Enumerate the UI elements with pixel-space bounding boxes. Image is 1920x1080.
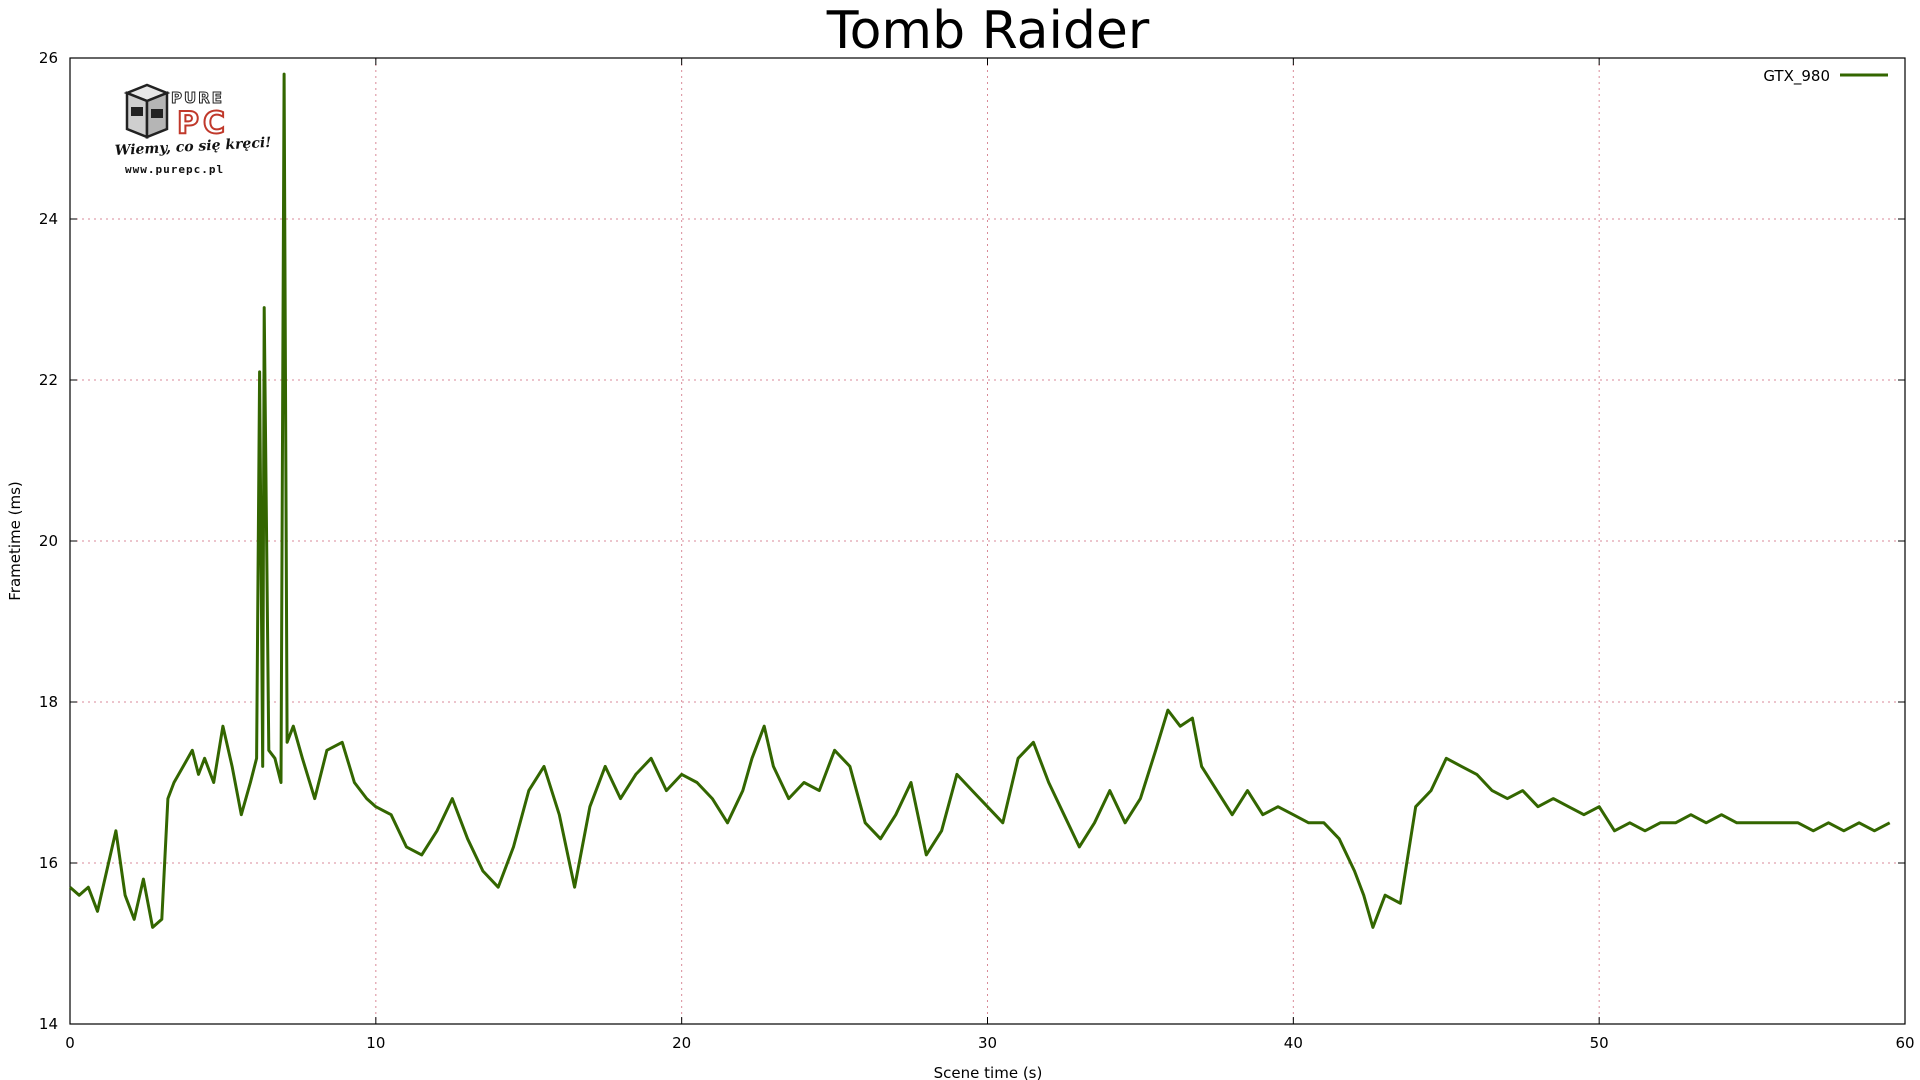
- y-tick-label: 24: [39, 210, 58, 228]
- x-tick-label: 20: [672, 1034, 691, 1052]
- x-tick-label: 10: [366, 1034, 385, 1052]
- logo-brand-top: PURE: [171, 89, 224, 107]
- x-tick-label: 40: [1284, 1034, 1303, 1052]
- series-line-0: [69, 72, 1891, 929]
- y-axis-label: Frametime (ms): [6, 481, 24, 601]
- x-axis-label: Scene time (s): [934, 1064, 1043, 1080]
- legend-label: GTX_980: [1763, 67, 1830, 86]
- logo-url: www.purepc.pl: [125, 163, 224, 176]
- purepc-logo: PURE PC Wiemy, co się kręci! www.purepc.…: [114, 83, 272, 176]
- logo-brand-bottom: PC: [177, 106, 229, 141]
- y-tick-label: 20: [39, 532, 58, 550]
- x-tick-label: 50: [1590, 1034, 1609, 1052]
- y-tick-label: 14: [39, 1015, 58, 1033]
- legend: GTX_980: [1763, 67, 1888, 86]
- y-tick-label: 16: [39, 854, 58, 872]
- chart-title: Tomb Raider: [826, 1, 1150, 61]
- grid-lines: [70, 58, 1905, 1024]
- axis-ticks: 0 10 20 30 40 50 60 14 16 18 20 22 24 26: [39, 49, 1915, 1052]
- x-tick-label: 30: [978, 1034, 997, 1052]
- y-tick-label: 18: [39, 693, 58, 711]
- y-tick-label: 22: [39, 371, 58, 389]
- x-tick-label: 60: [1895, 1034, 1914, 1052]
- series-layer: [69, 72, 1891, 929]
- box-icon: [123, 83, 171, 139]
- logo-slogan: Wiemy, co się kręci!: [114, 135, 271, 159]
- x-tick-label: 0: [65, 1034, 75, 1052]
- y-tick-label: 26: [39, 49, 58, 67]
